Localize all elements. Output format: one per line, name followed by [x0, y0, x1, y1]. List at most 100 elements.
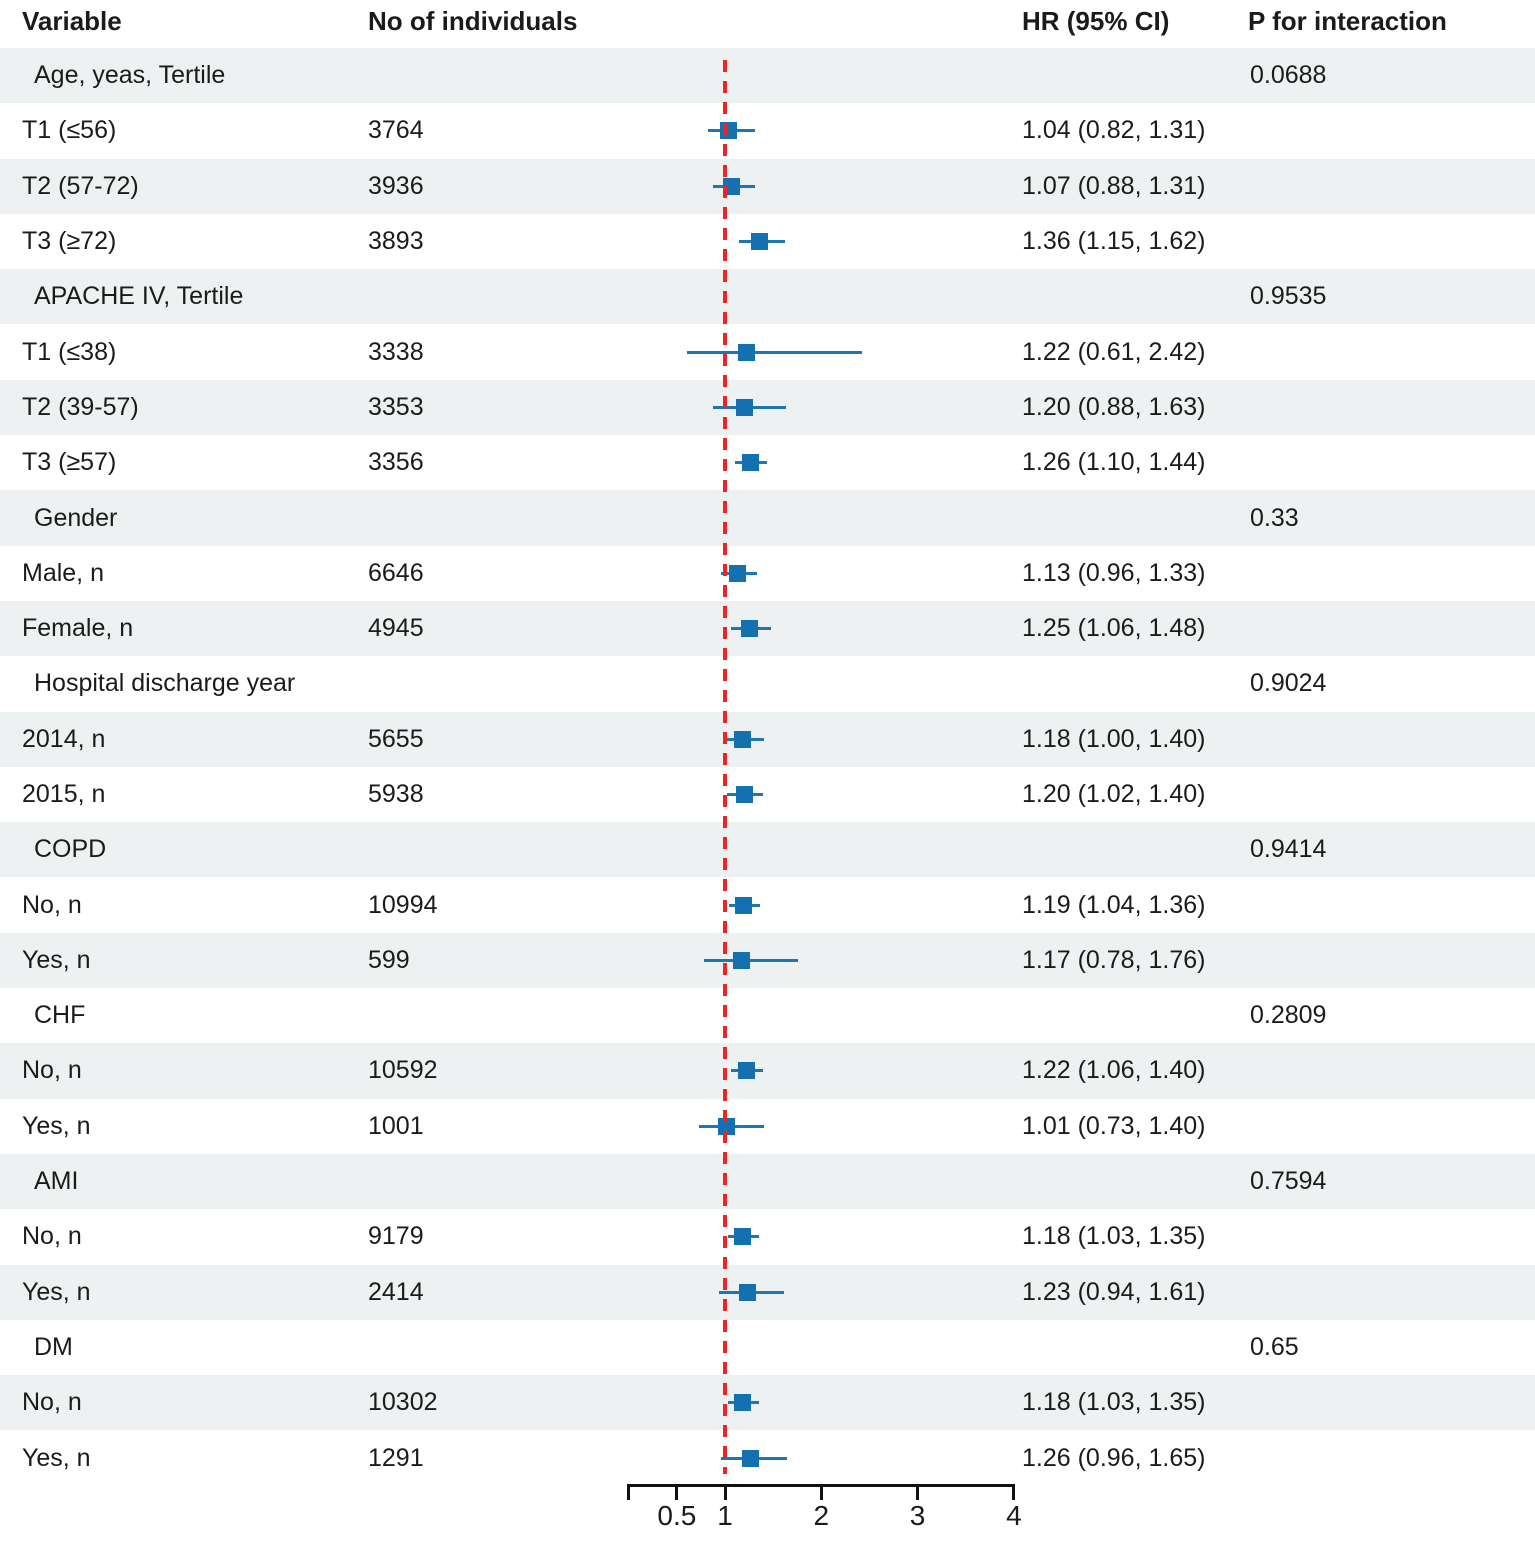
ci-line: [687, 350, 862, 354]
row-label: Male, n: [22, 558, 104, 587]
forest-row: 2015, n 5938 1.20 (1.02, 1.40): [0, 767, 1535, 822]
row-label: Female, n: [22, 614, 134, 643]
row-label: CHF: [34, 1001, 86, 1030]
x-axis-tick-label: 2: [813, 1500, 830, 1531]
row-label: No, n: [22, 1388, 82, 1417]
forest-row: T2 (39-57) 3353 1.20 (0.88, 1.63): [0, 379, 1535, 436]
row-hr-ci-text: 1.22 (1.06, 1.40): [1022, 1056, 1206, 1085]
row-hr-ci-text: 1.26 (1.10, 1.44): [1022, 448, 1206, 477]
row-p-value: 0.9535: [1250, 282, 1327, 311]
x-axis-tick-label: 4: [1006, 1500, 1022, 1531]
row-hr-ci-text: 1.17 (0.78, 1.76): [1022, 945, 1206, 974]
hr-point-marker: [751, 232, 769, 250]
row-label: T1 (≤38): [22, 337, 117, 366]
hr-point-marker: [738, 1283, 756, 1301]
row-n-value: 2414: [368, 1277, 424, 1306]
row-label: Hospital discharge year: [34, 669, 296, 698]
row-hr-ci-text: 1.22 (0.61, 2.42): [1022, 337, 1206, 366]
row-hr-ci-text: 1.18 (1.00, 1.40): [1022, 724, 1206, 753]
row-label: AMI: [34, 1167, 79, 1196]
forest-row: Male, n 6646 1.13 (0.96, 1.33): [0, 546, 1535, 601]
forest-row: Hospital discharge year 0.9024: [0, 656, 1535, 711]
row-p-value: 0.7594: [1250, 1167, 1327, 1196]
row-label: No, n: [22, 1222, 82, 1251]
row-hr-ci-text: 1.18 (1.03, 1.35): [1022, 1222, 1206, 1251]
x-axis-tick-label: 3: [909, 1500, 926, 1531]
hr-point-marker: [733, 730, 751, 748]
row-label: No, n: [22, 890, 82, 919]
row-n-value: 599: [368, 945, 410, 974]
row-label: 2015, n: [22, 780, 106, 808]
row-n-value: 3764: [368, 116, 424, 145]
row-n-value: 3936: [368, 171, 424, 200]
row-label: Yes, n: [22, 1277, 91, 1306]
forest-row: No, n 10994 1.19 (1.04, 1.36): [0, 877, 1535, 932]
hr-point-marker: [733, 1394, 751, 1412]
x-axis-tick: [627, 1484, 631, 1500]
forest-row: CHF 0.2809: [0, 988, 1535, 1043]
row-p-value: 0.33: [1250, 503, 1299, 532]
hr-point-marker: [734, 896, 752, 914]
row-hr-ci-text: 1.18 (1.03, 1.35): [1022, 1388, 1206, 1417]
hr-point-marker: [733, 1228, 751, 1246]
hr-point-marker: [741, 454, 759, 472]
row-hr-ci-text: 1.20 (0.88, 1.63): [1022, 392, 1206, 421]
x-axis-tick-label: 1: [717, 1500, 733, 1531]
forest-row: No, n 10592 1.22 (1.06, 1.40): [0, 1043, 1535, 1099]
x-axis-tick: [1012, 1484, 1016, 1500]
row-label: T2 (57-72): [22, 171, 139, 200]
x-axis-tick: [916, 1484, 920, 1500]
row-p-value: 0.2809: [1250, 1001, 1327, 1030]
forest-row: Yes, n 1001 1.01 (0.73, 1.40): [0, 1099, 1535, 1154]
row-n-value: 3356: [368, 448, 424, 477]
row-label: T1 (≤56): [22, 116, 117, 145]
x-axis-tick: [675, 1484, 679, 1500]
row-hr-ci-text: 1.20 (1.02, 1.40): [1022, 780, 1206, 808]
x-axis-tick: [723, 1484, 727, 1500]
forest-row: T1 (≤38) 3338 1.22 (0.61, 2.42): [0, 324, 1535, 379]
column-header-p: P for interaction: [1248, 6, 1447, 36]
hr-point-marker: [741, 1449, 759, 1467]
ci-line: [703, 958, 799, 962]
column-header-individuals: No of individuals: [368, 6, 578, 36]
row-n-value: 5655: [368, 724, 424, 753]
forest-row: COPD 0.9414: [0, 822, 1535, 878]
forest-row: T3 (≥57) 3356 1.26 (1.10, 1.44): [0, 435, 1535, 490]
row-hr-ci-text: 1.19 (1.04, 1.36): [1022, 890, 1206, 919]
forest-row: Yes, n 1291 1.26 (0.96, 1.65): [0, 1430, 1535, 1485]
hr-point-marker: [737, 1062, 755, 1080]
forest-row: T1 (≤56) 3764 1.04 (0.82, 1.31): [0, 103, 1535, 158]
forest-row: Yes, n 2414 1.23 (0.94, 1.61): [0, 1264, 1535, 1320]
row-p-value: 0.65: [1250, 1332, 1299, 1361]
row-n-value: 1001: [368, 1111, 424, 1140]
row-hr-ci-text: 1.07 (0.88, 1.31): [1022, 171, 1206, 200]
forest-row: Yes, n 599 1.17 (0.78, 1.76): [0, 932, 1535, 989]
row-hr-ci-text: 1.26 (0.96, 1.65): [1022, 1443, 1206, 1472]
row-p-value: 0.9414: [1250, 835, 1327, 864]
forest-row: Gender 0.33: [0, 490, 1535, 546]
row-hr-ci-text: 1.36 (1.15, 1.62): [1022, 227, 1206, 256]
row-hr-ci-text: 1.25 (1.06, 1.48): [1022, 614, 1206, 643]
row-label: T3 (≥72): [22, 227, 117, 256]
forest-rows: Age, yeas, Tertile 0.0688 T1 (≤56) 3764 1.04…: [0, 48, 1535, 1486]
hr-point-marker: [735, 398, 753, 416]
row-n-value: 10302: [368, 1388, 438, 1417]
forest-row: No, n 10302 1.18 (1.03, 1.35): [0, 1375, 1535, 1431]
row-n-value: 10592: [368, 1056, 438, 1085]
row-n-value: 6646: [368, 558, 424, 587]
row-hr-ci-text: 1.13 (0.96, 1.33): [1022, 558, 1206, 587]
row-label: T2 (39-57): [22, 392, 139, 421]
hr-point-marker: [735, 785, 753, 803]
row-n-value: 3893: [368, 227, 424, 256]
row-label: Yes, n: [22, 945, 91, 974]
forest-row: DM 0.65: [0, 1320, 1535, 1375]
row-hr-ci-text: 1.23 (0.94, 1.61): [1022, 1277, 1206, 1306]
hr-point-marker: [723, 177, 741, 195]
forest-row: No, n 9179 1.18 (1.03, 1.35): [0, 1209, 1535, 1264]
reference-line-hr1: [723, 60, 727, 1474]
row-n-value: 3338: [368, 337, 424, 366]
row-n-value: 3353: [368, 392, 424, 421]
forest-row: AMI 0.7594: [0, 1153, 1535, 1210]
row-label: Age, yeas, Tertile: [34, 61, 226, 90]
row-label: Yes, n: [22, 1111, 91, 1140]
